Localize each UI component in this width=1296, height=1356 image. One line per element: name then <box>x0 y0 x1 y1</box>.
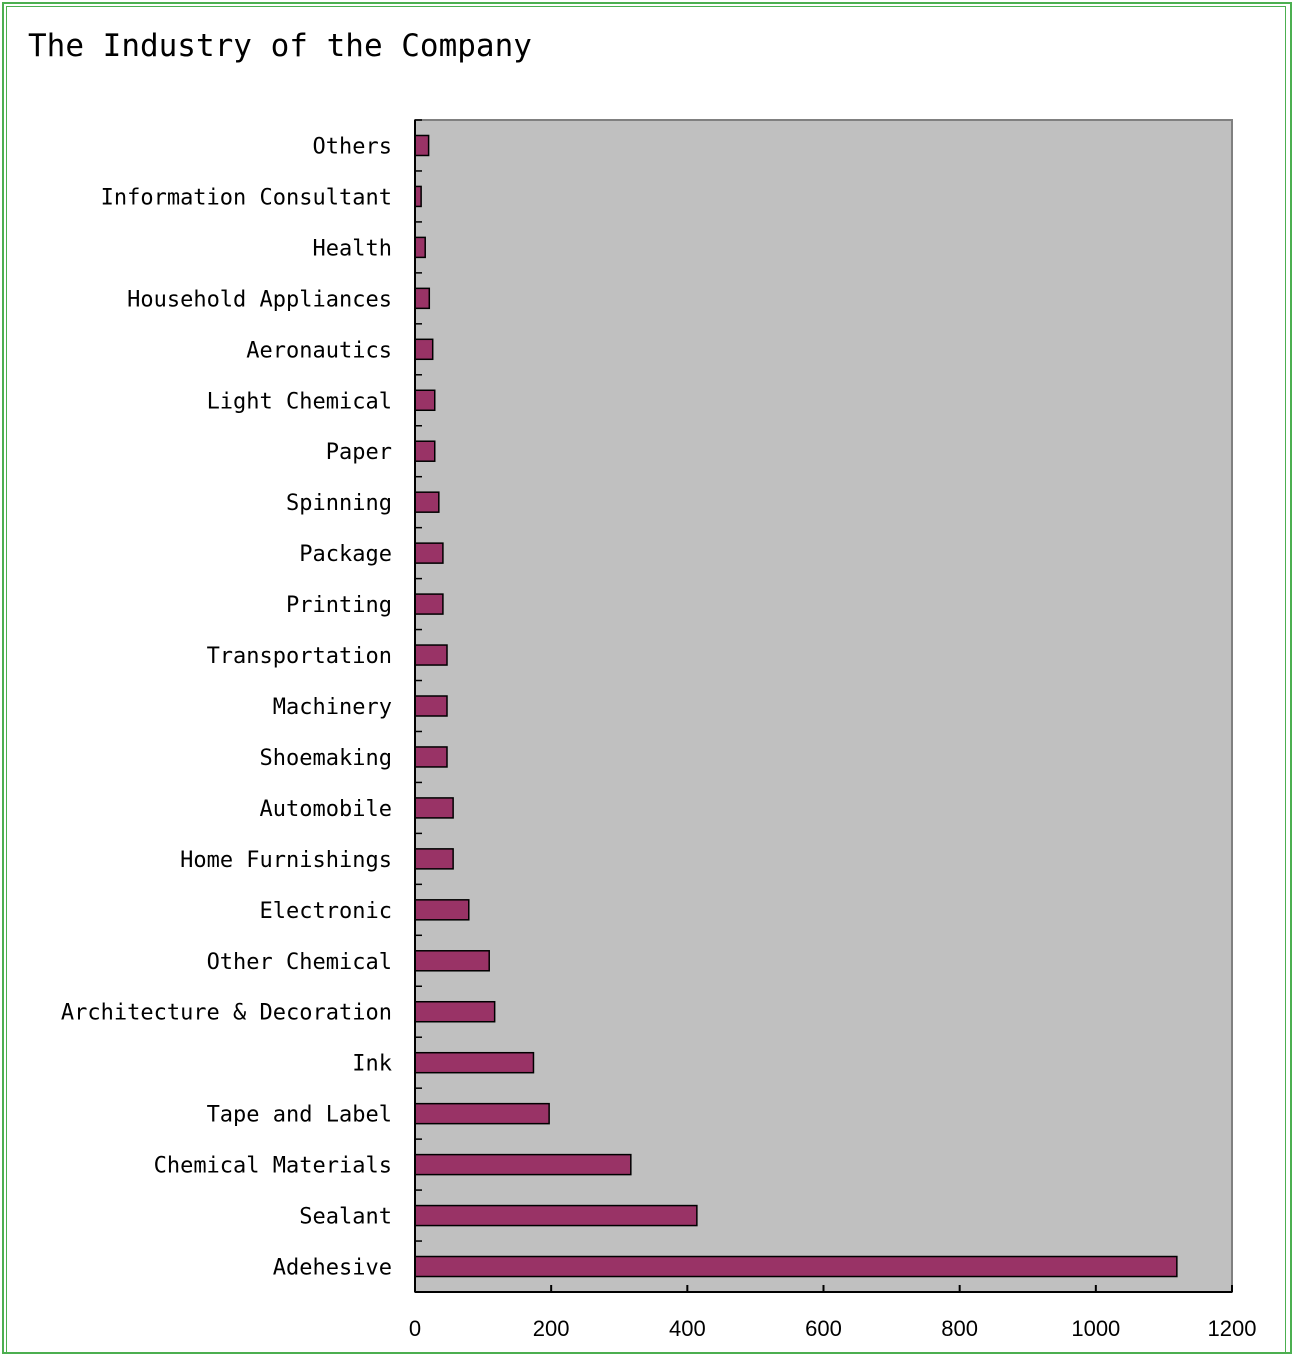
category-label-20: Chemical Materials <box>154 1154 392 1179</box>
bar-19 <box>414 1102 550 1125</box>
category-label-14: Home Furnishings <box>180 848 392 873</box>
category-labels: Others Information Consultant Health Househ… <box>61 134 392 1280</box>
x-tick-label-5: 1000 <box>1071 1316 1120 1341</box>
bar-0 <box>414 134 430 157</box>
category-label-8: Package <box>299 542 392 567</box>
bar-5 <box>414 389 436 412</box>
bar-20 <box>414 1153 632 1176</box>
x-tick-label-4: 800 <box>941 1316 978 1341</box>
x-tick-label-0: 0 <box>409 1316 421 1341</box>
bar-6 <box>414 440 436 462</box>
category-label-21: Sealant <box>299 1205 392 1230</box>
category-label-16: Other Chemical <box>207 950 392 975</box>
category-label-7: Spinning <box>286 491 392 516</box>
bar-7 <box>414 491 440 513</box>
bar-10 <box>414 644 448 666</box>
category-label-13: Automobile <box>260 797 392 822</box>
category-label-11: Machinery <box>273 695 392 720</box>
category-label-0: Others <box>313 134 392 159</box>
bar-4 <box>414 338 434 361</box>
inner-frame <box>6 6 1286 1354</box>
category-label-3: Household Appliances <box>127 287 392 312</box>
bar-17 <box>414 1000 496 1023</box>
category-label-10: Transportation <box>207 644 392 669</box>
bar-3 <box>414 287 431 310</box>
bars-layer <box>414 134 1178 1278</box>
bar-16 <box>414 950 490 972</box>
category-label-18: Ink <box>352 1052 392 1077</box>
bar-18 <box>414 1051 535 1074</box>
category-label-6: Paper <box>326 440 392 465</box>
category-label-15: Electronic <box>260 899 392 924</box>
bar-2 <box>414 236 426 259</box>
bar-14 <box>414 848 454 870</box>
category-label-19: Tape and Label <box>207 1103 392 1128</box>
bar-9 <box>414 593 444 615</box>
plot-area <box>414 119 1233 1293</box>
category-label-12: Shoemaking <box>260 746 392 771</box>
bar-15 <box>414 899 470 921</box>
category-label-17: Architecture & Decoration <box>61 1001 392 1026</box>
bar-21 <box>414 1204 698 1227</box>
bar-12 <box>414 746 448 768</box>
bar-22 <box>414 1255 1178 1278</box>
category-label-1: Information Consultant <box>101 185 392 210</box>
category-label-22: Adehesive <box>273 1256 392 1281</box>
chart-title: The Industry of the Company <box>28 28 532 64</box>
category-label-5: Light Chemical <box>207 389 392 414</box>
category-label-2: Health <box>313 236 392 261</box>
bar-13 <box>414 797 454 819</box>
x-tick-label-1: 200 <box>533 1316 570 1341</box>
axes: 0 200 400 600 800 1000 1200 <box>409 119 1257 1341</box>
bar-8 <box>414 542 444 564</box>
category-label-9: Printing <box>286 593 392 618</box>
x-tick-label-2: 400 <box>669 1316 706 1341</box>
bar-11 <box>414 695 448 717</box>
category-label-4: Aeronautics <box>246 338 392 363</box>
x-tick-label-6: 1200 <box>1208 1316 1257 1341</box>
x-tick-label-3: 600 <box>805 1316 842 1341</box>
